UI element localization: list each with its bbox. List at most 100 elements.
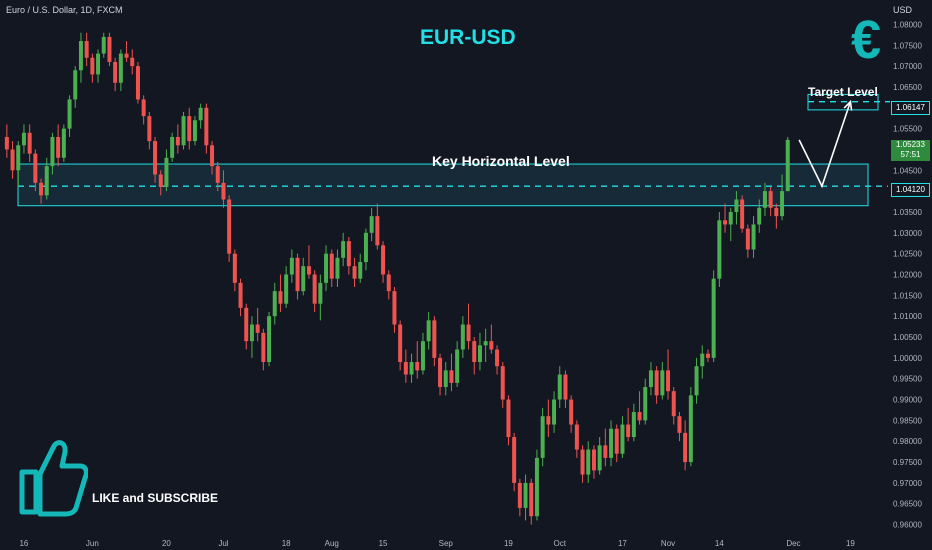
candle-body — [688, 395, 693, 463]
key-level-label: Key Horizontal Level — [432, 153, 570, 169]
candle-body — [181, 116, 186, 146]
candle-body — [210, 145, 215, 167]
candle-body — [460, 324, 465, 350]
candle-body — [580, 449, 585, 475]
y-tick-label: 1.06500 — [893, 83, 922, 92]
bar-countdown: 57:51 — [900, 150, 921, 159]
candle-body — [312, 274, 317, 304]
candle-body — [295, 257, 300, 292]
y-tick-label: 1.02500 — [893, 250, 922, 259]
candle-body — [398, 324, 403, 363]
y-tick-label: 0.98500 — [893, 416, 922, 425]
candle-body — [33, 153, 38, 183]
candle-body — [232, 253, 237, 283]
candle-body — [267, 316, 272, 363]
y-tick-label: 1.04500 — [893, 166, 922, 175]
y-tick-label: 0.96500 — [893, 500, 922, 509]
candle-body — [620, 424, 625, 454]
candle-body — [523, 482, 528, 508]
y-tick-label: 1.02000 — [893, 271, 922, 280]
y-tick-label: 1.03000 — [893, 229, 922, 238]
x-tick-label: 14 — [715, 539, 724, 548]
candle-body — [153, 141, 158, 175]
x-tick-label: Nov — [661, 539, 675, 548]
candle-body — [409, 362, 414, 375]
candle-body — [386, 274, 391, 292]
candle-body — [705, 353, 710, 358]
y-tick-label: 0.99000 — [893, 396, 922, 405]
candle-body — [227, 199, 232, 254]
candle-body — [734, 199, 739, 212]
candle-body — [341, 241, 346, 258]
candle-body — [626, 424, 631, 438]
y-tick-label: 1.05500 — [893, 125, 922, 134]
candle-body — [654, 370, 659, 396]
candle-body — [101, 36, 106, 54]
candle-body — [16, 145, 21, 171]
candle-body — [324, 253, 329, 283]
candle-body — [352, 266, 357, 279]
x-tick-label: Sep — [439, 539, 454, 548]
candle-body — [175, 136, 180, 146]
candle-body — [403, 362, 408, 375]
x-tick-label: 19 — [504, 539, 513, 548]
candle-body — [215, 166, 220, 183]
candle-body — [449, 370, 454, 383]
candle-body — [289, 257, 294, 275]
y-tick-label: 1.01000 — [893, 312, 922, 321]
candle-body — [489, 341, 494, 350]
candle-body — [318, 282, 323, 304]
price-axis — [885, 0, 932, 550]
thumbs-up-icon — [19, 440, 88, 517]
candle-body — [700, 353, 705, 367]
candle-body — [329, 253, 334, 279]
y-tick-label: 0.96000 — [893, 521, 922, 530]
candle-body — [472, 341, 477, 363]
candle-body — [141, 99, 146, 117]
candle-body — [603, 445, 608, 458]
candle-body — [420, 341, 425, 371]
candle-body — [306, 266, 311, 275]
projection-path — [798, 101, 852, 189]
candle-body — [27, 132, 32, 154]
candle-body — [643, 387, 648, 421]
candle-body — [751, 224, 756, 250]
candle-body — [244, 307, 249, 342]
candle-body — [124, 53, 129, 58]
candle-body — [147, 116, 152, 142]
candle-body — [78, 41, 83, 71]
candle-body — [238, 282, 243, 308]
candle-body — [552, 399, 557, 425]
candle-body — [221, 182, 226, 200]
candle-body — [284, 274, 289, 304]
candle-body — [335, 257, 340, 279]
candle-body — [711, 278, 716, 358]
candle-body — [358, 261, 363, 279]
target-level-label: Target Level — [808, 85, 878, 99]
candle-body — [187, 116, 192, 142]
candle-body — [477, 345, 482, 363]
x-tick-label: Jul — [218, 539, 228, 548]
candle-body — [73, 70, 78, 100]
candle-body — [198, 107, 203, 121]
candle-body — [785, 139, 790, 192]
candle-body — [723, 220, 728, 225]
candle-body — [443, 370, 448, 388]
candle-body — [426, 320, 431, 342]
y-tick-label: 1.07000 — [893, 62, 922, 71]
candle-body — [113, 61, 118, 83]
candle-body — [61, 128, 66, 158]
x-tick-label: Dec — [786, 539, 800, 548]
candle-body — [586, 449, 591, 475]
candle-body — [495, 349, 500, 367]
candle-body — [677, 416, 682, 433]
candle-body — [660, 370, 665, 396]
candle-body — [762, 191, 767, 208]
candle-body — [563, 374, 568, 400]
candle-body — [683, 432, 688, 463]
candle-body — [557, 374, 562, 400]
candle-body — [728, 211, 733, 225]
candle-body — [648, 370, 653, 388]
candle-body — [84, 41, 89, 58]
candle-body — [346, 241, 351, 267]
